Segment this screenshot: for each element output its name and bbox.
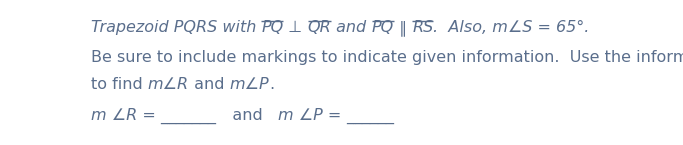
Text: .: . bbox=[269, 77, 274, 92]
Text: RS: RS bbox=[412, 20, 434, 35]
Text: ______: ______ bbox=[346, 109, 394, 124]
Text: ⊥: ⊥ bbox=[283, 20, 307, 35]
Text: PQ: PQ bbox=[261, 20, 283, 35]
Text: _______: _______ bbox=[161, 109, 217, 124]
Text: PQ: PQ bbox=[372, 20, 394, 35]
Text: to find: to find bbox=[91, 77, 148, 92]
Text: Trapezoid PQRS with: Trapezoid PQRS with bbox=[91, 20, 261, 35]
Text: m∠R: m∠R bbox=[148, 77, 189, 92]
Text: .  Also, m∠S = 65°.: . Also, m∠S = 65°. bbox=[434, 20, 590, 35]
Text: Be sure to include markings to indicate given information.  Use the information : Be sure to include markings to indicate … bbox=[91, 50, 683, 65]
Text: and: and bbox=[331, 20, 372, 35]
Text: m ∠P =: m ∠P = bbox=[278, 108, 346, 123]
Text: m ∠R =: m ∠R = bbox=[91, 108, 161, 123]
Text: m∠P: m∠P bbox=[229, 77, 269, 92]
Text: QR: QR bbox=[307, 20, 331, 35]
Text: and: and bbox=[217, 108, 278, 123]
Text: ∥: ∥ bbox=[394, 20, 412, 36]
Text: and: and bbox=[189, 77, 229, 92]
